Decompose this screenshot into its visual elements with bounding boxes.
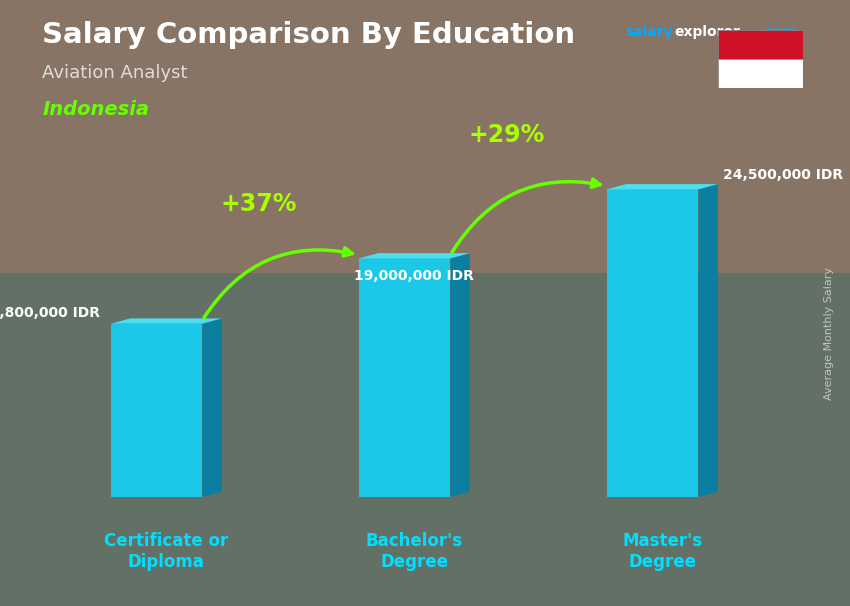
Text: +29%: +29% [469,123,545,147]
Polygon shape [607,189,699,497]
Text: salary: salary [625,25,672,39]
Text: Certificate or
Diploma: Certificate or Diploma [105,532,229,571]
Text: 13,800,000 IDR: 13,800,000 IDR [0,306,100,320]
Polygon shape [359,258,450,497]
Text: Bachelor's
Degree: Bachelor's Degree [366,532,463,571]
Polygon shape [607,184,718,189]
Text: Aviation Analyst: Aviation Analyst [42,64,188,82]
Text: Master's
Degree: Master's Degree [622,532,702,571]
Polygon shape [110,324,202,497]
Text: 19,000,000 IDR: 19,000,000 IDR [354,269,474,283]
Text: Average Monthly Salary: Average Monthly Salary [824,267,834,400]
Bar [718,59,803,88]
Polygon shape [202,318,222,497]
Text: +37%: +37% [221,192,298,216]
Text: Salary Comparison By Education: Salary Comparison By Education [42,21,575,49]
Text: Indonesia: Indonesia [42,100,150,119]
Text: 24,500,000 IDR: 24,500,000 IDR [723,168,843,182]
Polygon shape [450,253,470,497]
Polygon shape [699,184,718,497]
Text: .com: .com [760,25,797,39]
Text: explorer: explorer [674,25,740,39]
Bar [718,30,803,59]
Polygon shape [110,318,222,324]
Polygon shape [359,253,470,258]
